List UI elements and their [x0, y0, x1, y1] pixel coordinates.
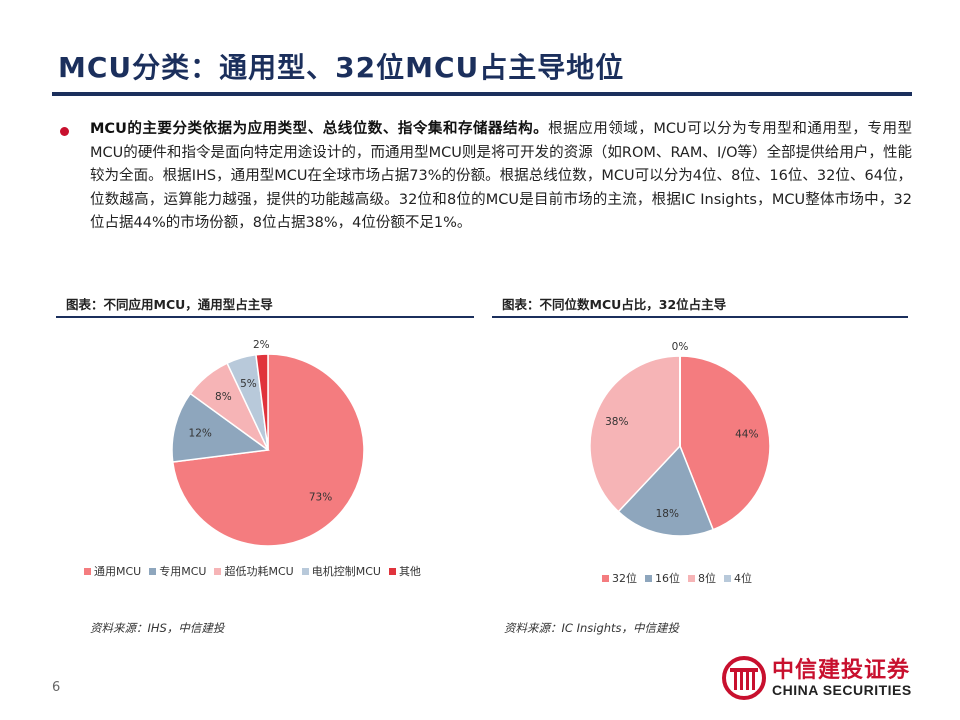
legend-item: 专用MCU	[149, 563, 206, 579]
legend-item: 4位	[724, 570, 752, 586]
pie-label-1: 44%	[735, 428, 758, 440]
pie-slice-3	[589, 355, 681, 513]
legend-label: 16位	[655, 572, 680, 585]
legend-item: 16位	[645, 570, 680, 586]
chart1-source: 资料来源：IHS，中信建投	[90, 621, 225, 635]
pie-label-2: 18%	[656, 508, 679, 520]
legend-label: 超低功耗MCU	[224, 565, 294, 578]
legend-swatch	[301, 567, 309, 575]
chart2-legend: 32位 16位 8位 4位	[602, 570, 752, 586]
pie-label-5: 2%	[253, 339, 270, 351]
legend-item: 通用MCU	[84, 563, 141, 579]
legend-label: 专用MCU	[159, 565, 207, 578]
pie-label-3: 38%	[605, 416, 628, 428]
legend-swatch	[645, 574, 652, 582]
chart2-divider	[492, 316, 908, 318]
legend-label: 通用MCU	[94, 565, 142, 578]
legend-label: 其他	[398, 565, 421, 578]
pie-label-1: 73%	[309, 491, 332, 503]
legend-label: 32位	[612, 572, 637, 585]
legend-item: 其他	[388, 563, 421, 579]
legend-swatch	[149, 567, 157, 575]
chart2-pie: 44% 18% 38% 0%	[589, 341, 771, 537]
legend-item: 电机控制MCU	[301, 563, 381, 579]
legend-swatch	[602, 574, 609, 582]
logo-english-name: CHINA SECURITIES	[772, 682, 912, 698]
legend-swatch	[724, 574, 731, 582]
pie-slice-2	[171, 392, 270, 463]
body-text: 根据应用领域，MCU可以分为专用型和通用型，专用型MCU的硬件和指令是面向特定用…	[90, 121, 913, 231]
page-number: 6	[52, 680, 61, 695]
legend-item: 超低功耗MCU	[214, 563, 294, 579]
pie-slice-2	[617, 444, 715, 537]
chart2-source: 资料来源：IC Insights，中信建投	[504, 621, 680, 635]
chart1-legend: 通用MCU 专用MCU 超低功耗MCU 电机控制MCU 其他	[84, 563, 421, 579]
chart1-divider	[56, 316, 474, 318]
legend-item: 32位	[602, 570, 637, 586]
body-paragraph: MCU的主要分类依据为应用类型、总线位数、指令集和存储器结构。根据应用领域，MC…	[90, 118, 912, 236]
pie-slice-5	[255, 353, 269, 451]
legend-label: 电机控制MCU	[311, 565, 381, 578]
chart1-title: 图表：不同应用MCU，通用型占主导	[66, 297, 273, 312]
legend-swatch	[388, 567, 396, 575]
legend-swatch	[688, 574, 695, 582]
chart1-pie: 73% 12% 8% 5% 2%	[171, 339, 365, 547]
legend-swatch	[214, 567, 222, 575]
pie-label-4: 5%	[240, 378, 257, 390]
pie-label-3: 8%	[215, 391, 232, 403]
title-divider	[52, 92, 912, 96]
pie-label-2: 12%	[189, 428, 212, 440]
pie-slice-1	[679, 355, 771, 531]
page-title: MCU分类：通用型、32位MCU占主导地位	[58, 51, 625, 84]
legend-label: 8位	[698, 572, 716, 585]
bullet-icon	[60, 127, 69, 136]
pie-label-4: 0%	[672, 341, 689, 353]
citic-emblem-icon	[722, 656, 766, 700]
company-logo: 中信建投证券 CHINA SECURITIES	[722, 650, 922, 706]
chart2-title: 图表：不同位数MCU占比，32位占主导	[502, 297, 727, 312]
logo-chinese-name: 中信建投证券	[772, 658, 911, 683]
legend-swatch	[84, 567, 91, 575]
legend-label: 4位	[734, 572, 752, 585]
legend-item: 8位	[688, 570, 716, 586]
body-bold-lead: MCU的主要分类依据为应用类型、总线位数、指令集和存储器结构。	[90, 121, 549, 137]
